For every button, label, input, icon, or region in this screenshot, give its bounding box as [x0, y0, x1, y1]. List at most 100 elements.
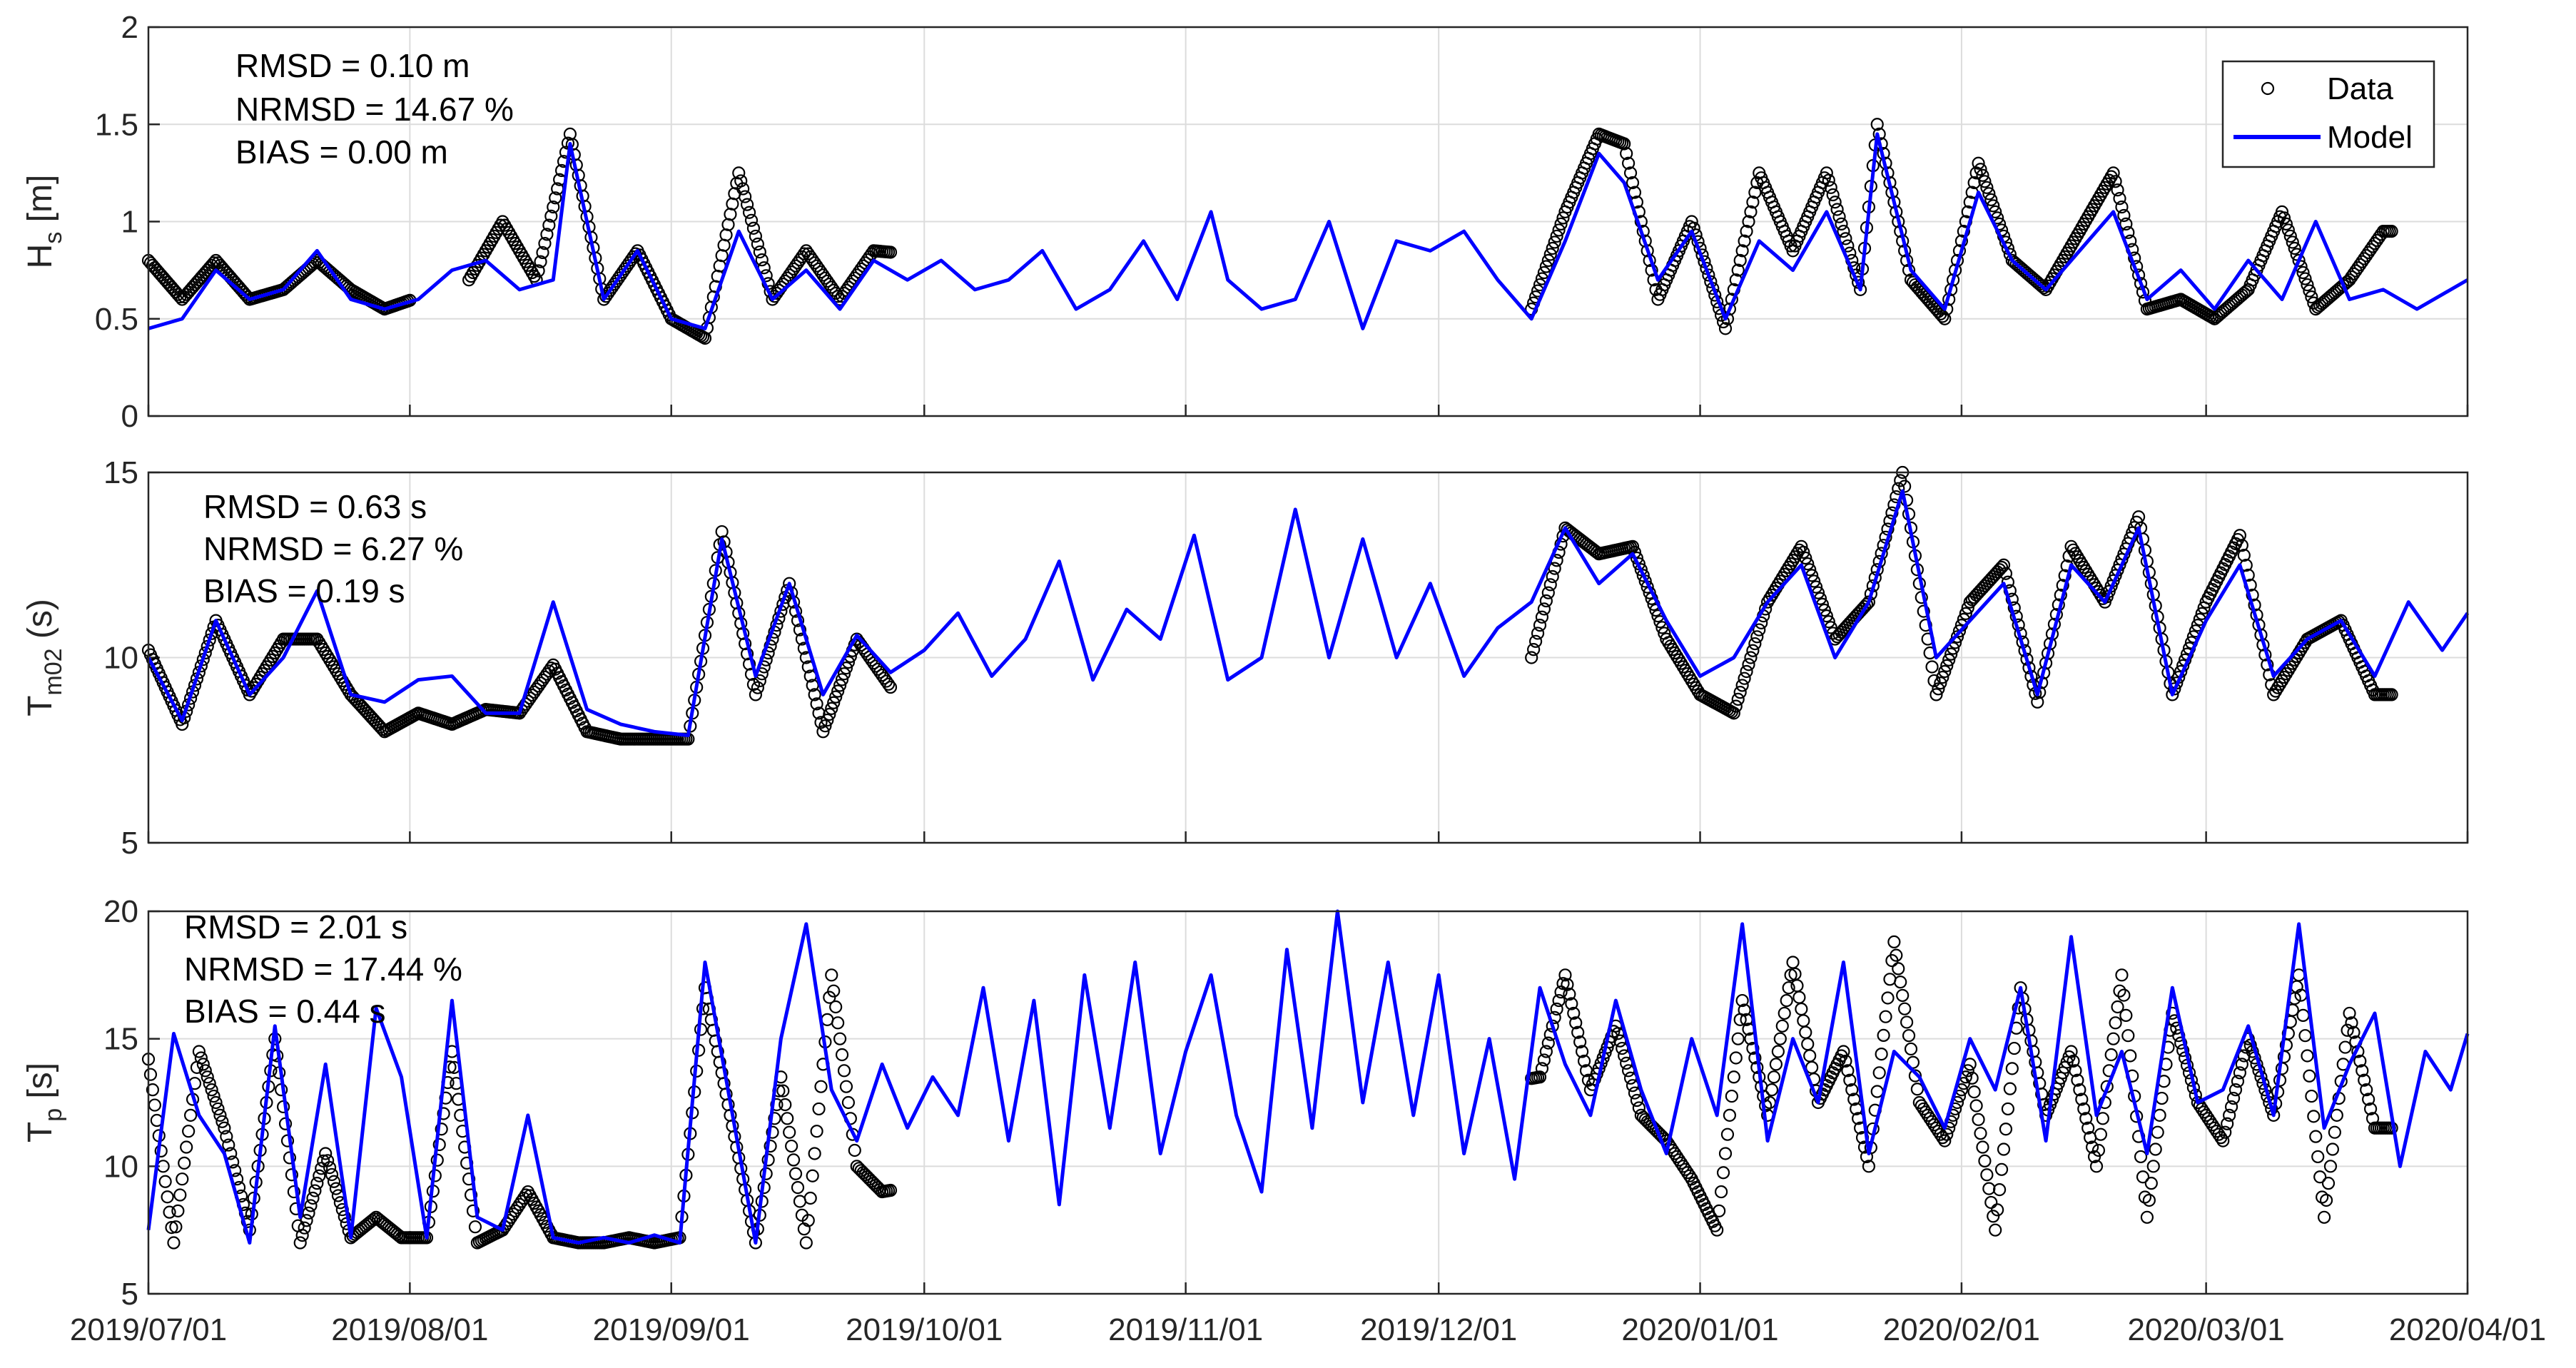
data-point [2204, 1115, 2217, 1128]
data-point [786, 1153, 801, 1167]
data-point [1723, 303, 1737, 316]
data-point [1828, 196, 1842, 209]
data-point [315, 1162, 328, 1175]
data-point [749, 688, 763, 701]
data-point [1748, 1051, 1762, 1065]
data-point [788, 1167, 803, 1180]
data-point [1801, 1038, 1815, 1051]
data-point [2081, 1121, 2095, 1135]
data-point [2385, 225, 2398, 238]
data-point [1733, 253, 1747, 268]
data-point [2356, 1064, 2369, 1078]
y-axis-label-unit: [m] [21, 175, 59, 232]
data-point [2218, 1125, 2232, 1139]
data-point [319, 1147, 333, 1160]
data-point [1744, 651, 1758, 664]
data-point [783, 1125, 796, 1139]
data-point [1936, 1131, 1949, 1145]
data-point [1991, 1203, 2004, 1217]
data-point [1618, 1049, 1631, 1063]
data-point [2221, 1117, 2234, 1130]
legend-data-marker [2261, 81, 2275, 96]
y-axis-label-main: T [21, 1122, 59, 1142]
data-point [2275, 205, 2289, 218]
data-point [831, 684, 845, 698]
data-point [308, 1184, 322, 1197]
y-tick-label: 1 [121, 205, 138, 240]
data-point [1546, 241, 1559, 255]
data-point [1740, 664, 1753, 679]
data-point [821, 713, 834, 727]
data-point [1618, 137, 1631, 151]
data-point [1539, 594, 1553, 608]
data-point [161, 1190, 174, 1204]
data-point [1934, 677, 1947, 690]
data-point [1727, 706, 1740, 720]
data-point [2216, 1134, 2230, 1147]
data-point [209, 1095, 223, 1110]
data-point [1769, 1058, 1783, 1071]
data-point [2142, 1193, 2156, 1207]
data-point [323, 1161, 337, 1175]
data-point [1767, 1070, 1781, 1084]
data-point [2385, 688, 2398, 701]
data-point [1938, 1134, 1952, 1147]
stats-text: BIAS = 0.44 s [184, 993, 386, 1030]
data-point [2323, 1160, 2338, 1173]
x-tick-label: 2020/04/01 [2389, 1312, 2546, 1347]
data-point [331, 1189, 345, 1202]
data-point [2231, 1075, 2245, 1088]
data-point [724, 208, 737, 221]
data-point [810, 1125, 823, 1138]
y-axis-label-sub: p [40, 1108, 67, 1122]
data-point [367, 1212, 381, 1226]
data-point [2281, 223, 2295, 237]
data-point [1738, 234, 1751, 248]
data-point [287, 1185, 300, 1199]
data-point [1870, 1085, 1884, 1098]
data-point [1539, 1045, 1553, 1058]
data-point [1786, 956, 1800, 969]
data-point [2321, 1177, 2336, 1190]
data-point [1569, 1016, 1583, 1030]
data-point [1923, 1112, 1937, 1125]
data-point [1940, 1128, 1954, 1141]
data-point [1718, 322, 1733, 335]
data-point [2089, 1160, 2104, 1173]
data-point [1921, 1108, 1934, 1122]
data-point [1950, 630, 1964, 644]
data-point [295, 1229, 309, 1242]
data-point [2237, 549, 2251, 562]
data-point [821, 1013, 834, 1026]
data-point [2223, 1108, 2236, 1122]
data-point [2307, 1110, 2321, 1123]
data-point [2106, 1032, 2120, 1045]
y-axis-label-unit: (s) [21, 599, 59, 648]
data-point [300, 1214, 313, 1227]
hs-panel: 0 0.5 1 1.5 2 Hs [m] RMSD = 0.10 m NRMSD = 14.6… [21, 10, 2469, 434]
data-point [1845, 1083, 1859, 1097]
data-point [1908, 1069, 1922, 1083]
data-point [1934, 1128, 1947, 1141]
data-point [2301, 1049, 2314, 1063]
data-point [1620, 1056, 1633, 1070]
data-point [1683, 1169, 1696, 1182]
data-point [1984, 193, 1998, 206]
data-point [196, 1058, 210, 1071]
x-tick-label: 2019/11/01 [1108, 1312, 1263, 1347]
data-point [1630, 1093, 1644, 1108]
data-point [207, 1089, 220, 1103]
data-point [1748, 186, 1762, 199]
data-point [825, 968, 838, 982]
data-point [2005, 1062, 2019, 1075]
data-point [306, 1191, 320, 1205]
y-axis-label-sub: m02 [40, 648, 67, 695]
data-point [831, 1016, 845, 1030]
data-point [1543, 248, 1557, 261]
data-point [2347, 1025, 2361, 1039]
data-point [2210, 1125, 2223, 1138]
data-point [2106, 166, 2120, 180]
data-point [1820, 166, 1833, 180]
data-point [751, 237, 764, 251]
data-point [1716, 1166, 1730, 1180]
